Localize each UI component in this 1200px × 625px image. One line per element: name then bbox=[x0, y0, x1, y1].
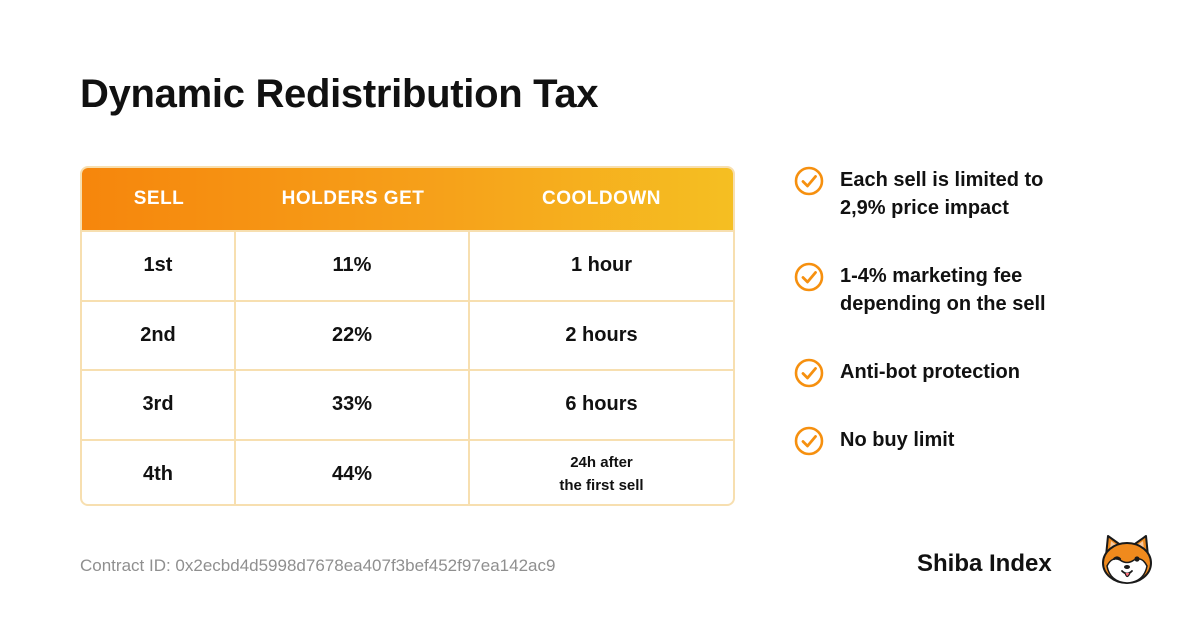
sell-cell: 4th bbox=[82, 440, 236, 504]
cooldown-cell: 6 hours bbox=[565, 393, 638, 416]
table-header: SELL HOLDERS GET COOLDOWN bbox=[82, 168, 733, 230]
contract-id: Contract ID: 0x2ecbd4d5998d7678ea407f3be… bbox=[80, 556, 556, 575]
sell-cell: 2nd bbox=[82, 301, 236, 369]
sell-cell: 3rd bbox=[82, 371, 236, 439]
feature-item: 1-4% marketing fee depending on the sell bbox=[794, 262, 1124, 318]
cooldown-cell: 1 hour bbox=[570, 254, 633, 277]
table-row: 2nd 22% 2 hours bbox=[82, 299, 733, 369]
feature-text: Anti-bot protection bbox=[840, 361, 1020, 383]
header-holders-get: HOLDERS GET bbox=[281, 188, 425, 209]
brand-name: Shiba Index bbox=[917, 550, 1052, 577]
holders-get-cell: 22% bbox=[236, 301, 470, 369]
table-row: 3rd 33% 6 hours bbox=[82, 369, 733, 439]
tax-table: SELL HOLDERS GET COOLDOWN 1st 11% 1 hour… bbox=[80, 166, 735, 506]
check-circle-icon bbox=[794, 262, 824, 292]
holders-get-cell: 33% bbox=[236, 371, 470, 439]
feature-item: Each sell is limited to 2,9% price impac… bbox=[794, 166, 1124, 222]
table-row: 1st 11% 1 hour bbox=[82, 230, 733, 300]
shiba-mascot-icon bbox=[1102, 535, 1152, 584]
check-circle-icon bbox=[794, 166, 824, 196]
check-circle-icon bbox=[794, 358, 824, 388]
feature-text: No buy limit bbox=[840, 429, 955, 451]
feature-item: Anti-bot protection bbox=[794, 358, 1124, 388]
cooldown-cell: 24h after the first sell bbox=[559, 454, 644, 495]
holders-get-cell: 44% bbox=[236, 440, 470, 504]
feature-item: No buy limit bbox=[794, 426, 1124, 456]
cooldown-cell: 2 hours bbox=[565, 323, 638, 346]
header-sell: SELL bbox=[133, 188, 185, 209]
page-title: Dynamic Redistribution Tax bbox=[80, 72, 599, 116]
feature-text: Each sell is limited to 2,9% price impac… bbox=[840, 169, 1044, 219]
sell-cell: 1st bbox=[82, 232, 236, 300]
holders-get-cell: 11% bbox=[236, 232, 470, 300]
header-cooldown: COOLDOWN bbox=[541, 188, 662, 209]
feature-text: 1-4% marketing fee depending on the sell bbox=[840, 265, 1046, 315]
table-row: 4th 44% 24h after the first sell bbox=[82, 438, 733, 504]
check-circle-icon bbox=[794, 426, 824, 456]
